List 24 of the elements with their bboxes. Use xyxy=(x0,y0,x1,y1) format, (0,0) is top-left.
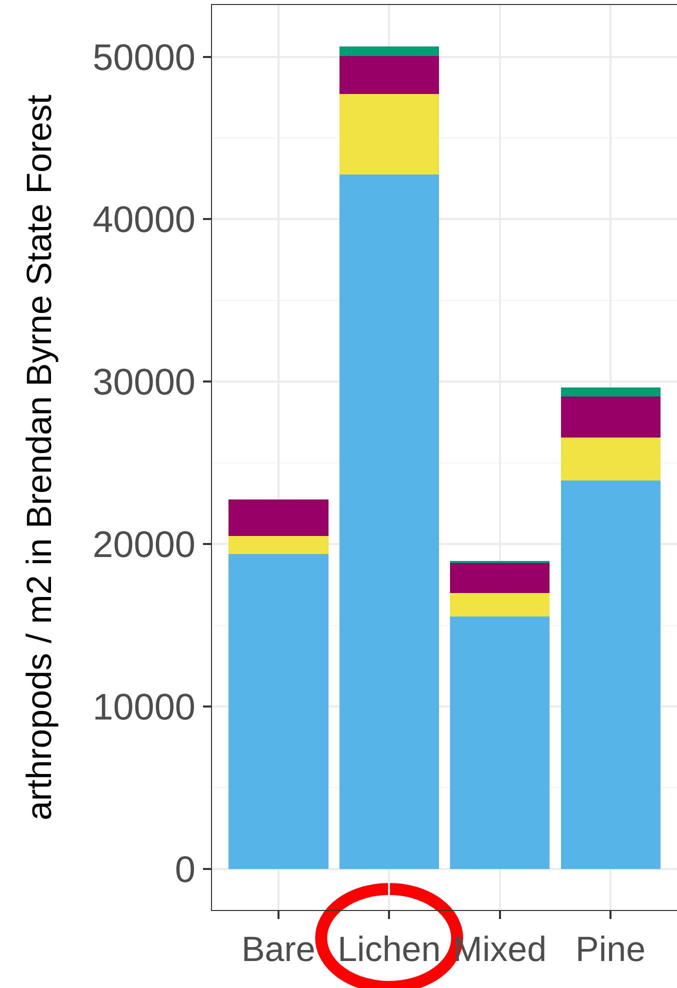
x-tick-label: Pine xyxy=(576,930,646,970)
bar xyxy=(560,438,660,481)
y-tick-label: 30000 xyxy=(92,362,196,403)
bar xyxy=(560,387,660,396)
x-tick-label: Bare xyxy=(241,930,316,970)
y-tick-label: 20000 xyxy=(92,524,196,566)
bar xyxy=(560,480,660,869)
bar xyxy=(339,94,439,175)
bar xyxy=(450,616,550,869)
bar xyxy=(228,536,328,554)
y-tick-label: 0 xyxy=(174,848,196,890)
bar xyxy=(339,46,439,56)
y-tick-label: 40000 xyxy=(92,199,196,240)
x-tick-label: Lichen xyxy=(338,930,441,970)
bar xyxy=(339,56,439,94)
bar xyxy=(228,499,328,536)
bar xyxy=(560,396,660,438)
bar xyxy=(339,174,439,869)
y-axis-title: arthropods / m2 in Brendan Byrne State Forest xyxy=(20,94,59,820)
bar xyxy=(228,554,328,869)
bar xyxy=(450,592,550,616)
y-tick-label: 10000 xyxy=(92,686,196,728)
bar xyxy=(450,562,550,593)
y-tick-label: 50000 xyxy=(92,36,196,78)
